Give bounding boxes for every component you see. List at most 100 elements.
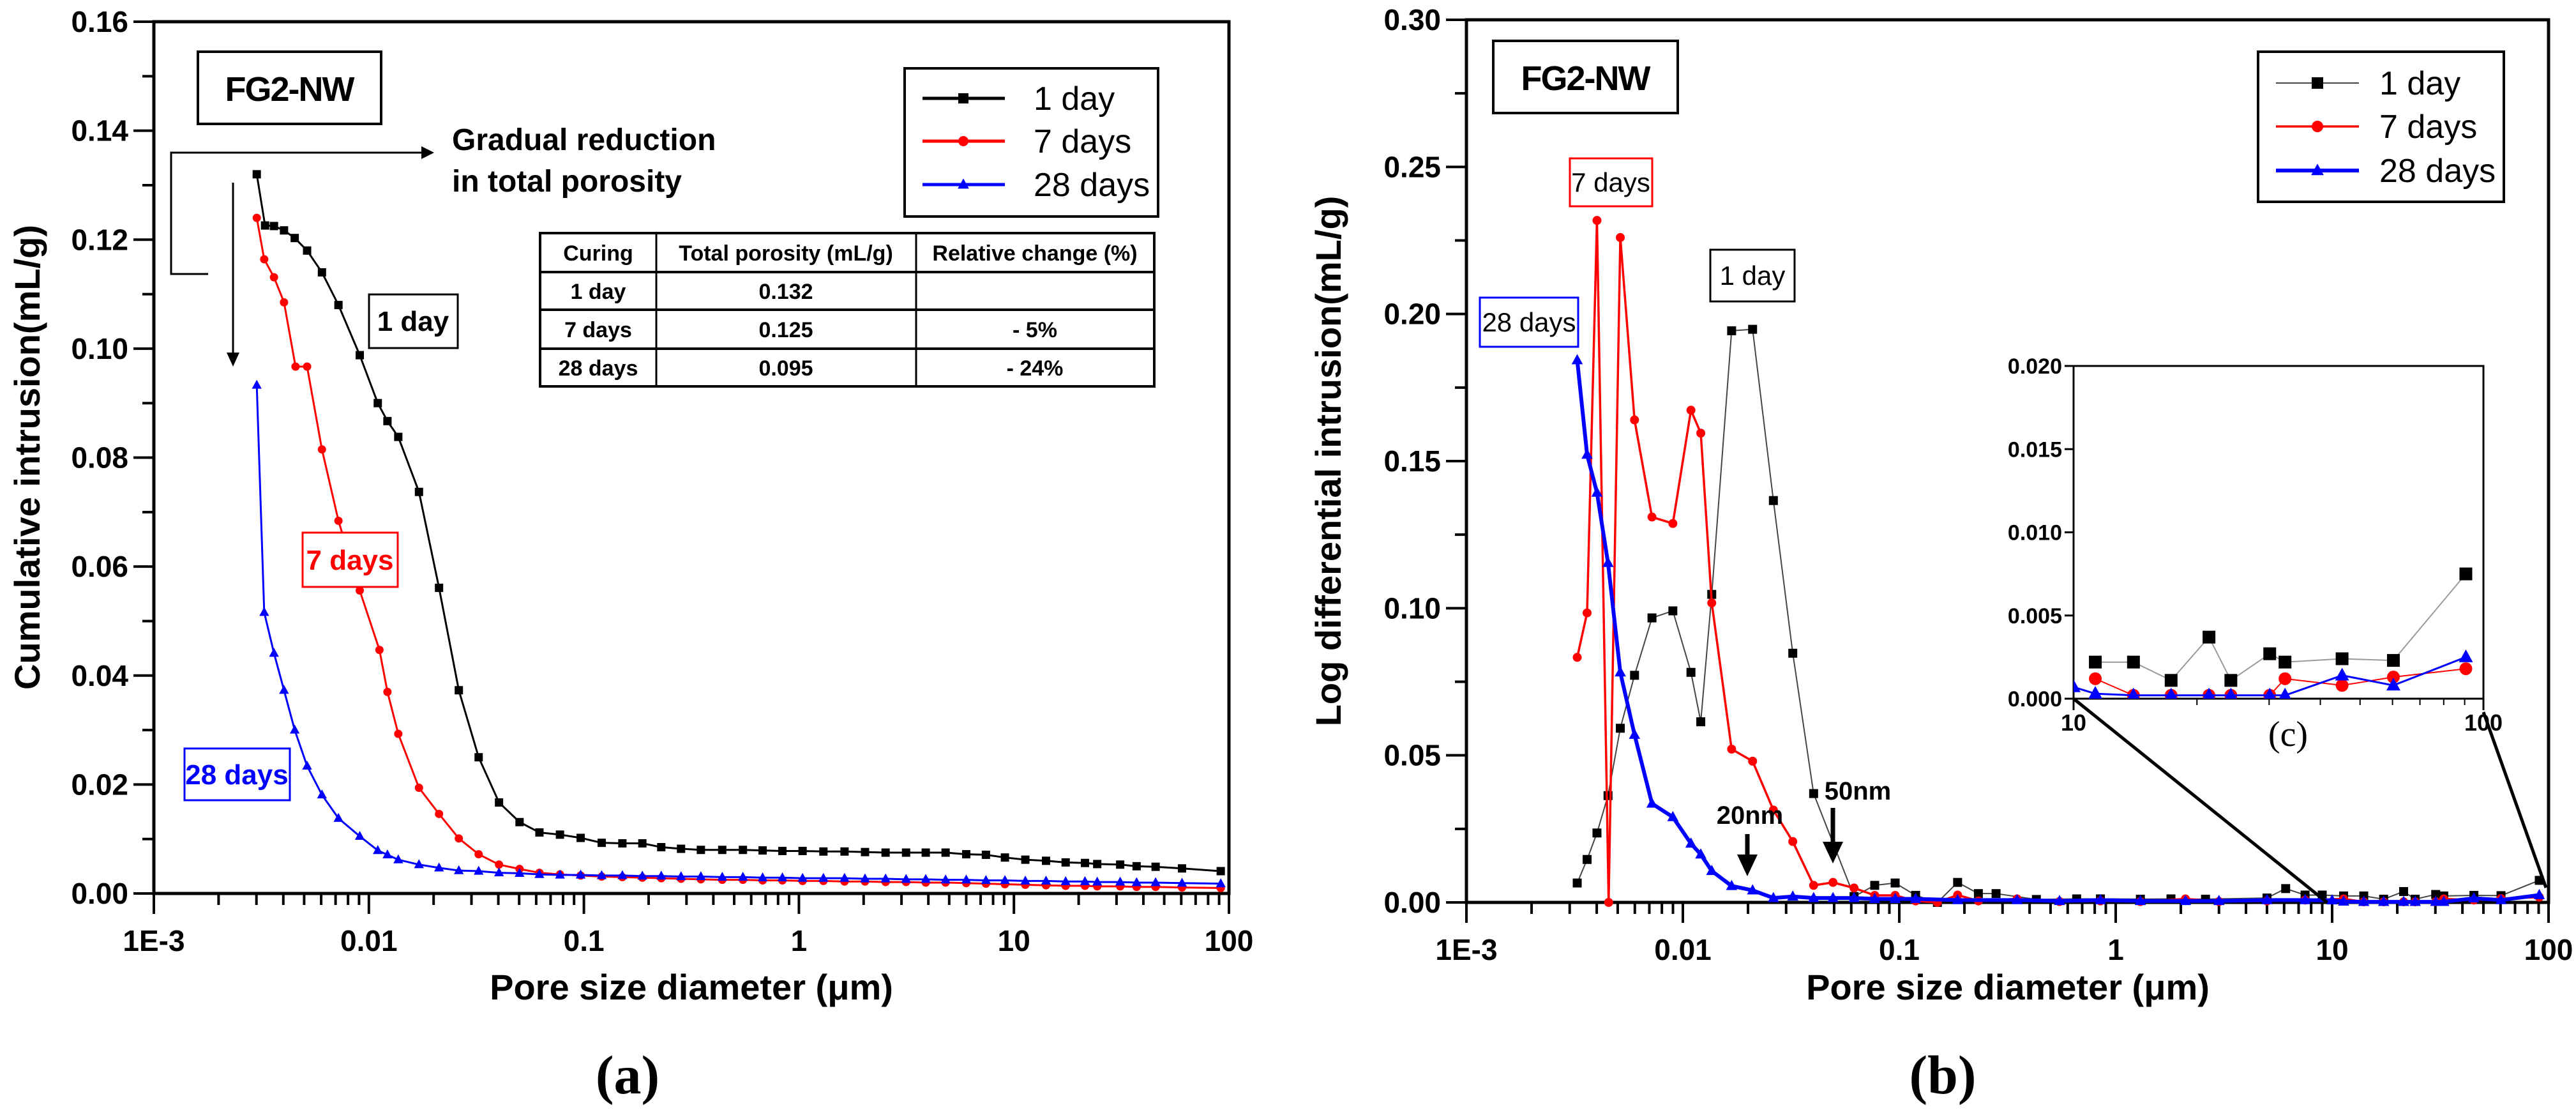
sample-label: FG2-NW (225, 70, 355, 109)
data-point (1991, 889, 2001, 899)
data-point (455, 686, 463, 695)
legend-entry: 1 day (2379, 65, 2460, 102)
sample-label-box (1492, 40, 1679, 114)
data-point (1151, 862, 1160, 871)
data-point (1686, 406, 1696, 415)
data-point (961, 850, 970, 859)
data-point (474, 865, 484, 875)
data-point (1747, 884, 1759, 895)
series-label-28days: 28 days (1482, 307, 1576, 337)
porosity-table: Curing Total porosity (mL/g) Relative chan… (539, 232, 1156, 388)
label-box-1day (1709, 248, 1796, 303)
x-tick-label: 1 (791, 924, 808, 957)
data-point (697, 846, 705, 855)
data-point (1092, 876, 1103, 886)
inset-y-tick-label: 0.015 (2008, 437, 2062, 462)
x-tick-label: 0.01 (1654, 933, 1712, 966)
data-point (881, 848, 890, 857)
data-point (1849, 883, 1859, 893)
data-point (289, 724, 300, 734)
data-point (1696, 429, 1706, 438)
data-point (1646, 797, 1658, 808)
data-point (2074, 679, 2081, 692)
y-tick-label: 0.16 (71, 5, 128, 38)
data-point (474, 753, 483, 762)
x-axis-title: Pore size diameter (μm) (1806, 967, 2210, 1007)
series-line (255, 174, 1221, 872)
data-point (1571, 354, 1583, 365)
data-point (280, 226, 289, 235)
data-point (1572, 878, 1582, 888)
x-tick-label: 0.1 (1879, 933, 1920, 966)
data-point (2127, 687, 2140, 699)
data-point (880, 873, 891, 883)
data-point (757, 872, 768, 881)
data-point (2089, 672, 2102, 685)
data-point (1953, 878, 1962, 887)
zoom-guide-line (2482, 711, 2548, 888)
sample-label-box (197, 50, 382, 125)
data-point (1668, 519, 1678, 528)
data-point (1150, 877, 1161, 886)
data-point (1647, 613, 1657, 623)
zoom-guide-line (2072, 697, 2328, 904)
data-point (317, 789, 327, 799)
annotation-text: in total porosity (452, 165, 682, 199)
data-point (303, 362, 312, 371)
data-point (1041, 856, 1050, 865)
data-point (2335, 679, 2349, 692)
data-point (758, 846, 767, 855)
data-point (575, 869, 586, 879)
data-point (2180, 895, 2192, 906)
data-point (291, 362, 300, 371)
data-point (1768, 892, 1779, 902)
series-label-1day: 1 day (1720, 261, 1786, 291)
data-point (269, 648, 279, 657)
data-point (2281, 884, 2291, 893)
inset-y-tick-label: 0.005 (2008, 604, 2062, 628)
data-point (1216, 878, 1226, 888)
data-point (2213, 895, 2225, 906)
data-point (1706, 865, 1718, 876)
sample-label: FG2-NW (1521, 59, 1651, 98)
data-point (1216, 867, 1225, 876)
data-point (1000, 853, 1009, 862)
x-tick-label: 1E-3 (1435, 933, 1497, 966)
legend-marker (2311, 163, 2324, 176)
y-tick-label: 0.20 (1383, 298, 1441, 331)
table-cell: 0.132 (758, 280, 813, 304)
data-point (2089, 655, 2102, 669)
data-point (2224, 687, 2237, 699)
y-tick-label: 0.00 (1383, 886, 1441, 919)
data-point (1870, 881, 1879, 890)
data-point (1592, 828, 1602, 838)
data-point (2011, 893, 2023, 904)
data-point (1177, 878, 1187, 887)
data-point (1080, 876, 1090, 885)
data-point (1827, 892, 1839, 902)
data-point (1952, 893, 1964, 904)
data-point (317, 268, 326, 277)
data-point (2335, 652, 2349, 665)
data-point (2377, 895, 2390, 906)
data-point (2134, 895, 2146, 906)
reduction-arrow-head (421, 146, 434, 159)
label-box-28days (183, 747, 291, 802)
data-point (2409, 895, 2421, 906)
legend-marker (958, 136, 968, 146)
x-tick-label: 0.1 (564, 924, 605, 957)
data-point (961, 874, 972, 884)
annotations-b: FG2-NW 7 days 28 days 1 day 20nm 50nm (1479, 40, 1891, 876)
data-point (2054, 895, 2065, 906)
data-point (2263, 647, 2277, 660)
y-tick-label: 0.08 (71, 441, 128, 475)
data-point (2299, 893, 2311, 904)
data-point (2263, 687, 2276, 699)
y-tick-label: 0.14 (71, 114, 128, 148)
panel-caption-b: (b) (1909, 1044, 1976, 1106)
data-point (2278, 655, 2292, 669)
annotation-text: Gradual reduction (452, 123, 716, 157)
data-point (576, 833, 585, 842)
table-cell: 0.095 (758, 356, 813, 381)
data-point (1591, 486, 1603, 497)
